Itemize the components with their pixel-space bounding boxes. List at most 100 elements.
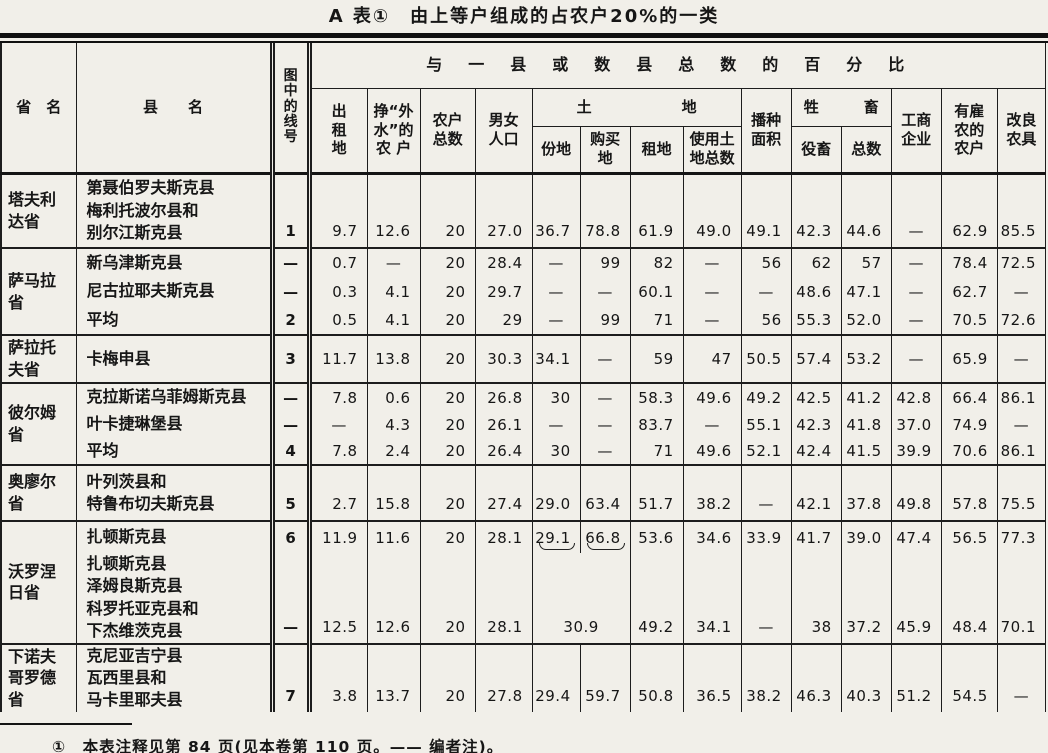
- value-cell: 4.3: [366, 411, 421, 438]
- line-number-cell: —: [269, 382, 312, 411]
- value-cell: 37.8: [840, 464, 892, 521]
- value-cell: —: [579, 411, 631, 438]
- value-cell: —: [740, 277, 792, 306]
- value-cell: 66.4: [940, 382, 998, 411]
- value-cell: 50.8: [629, 642, 684, 712]
- value-cell: 11.9: [308, 520, 368, 553]
- value-cell: 9.7: [308, 171, 368, 248]
- value-cell: 39.9: [890, 438, 942, 465]
- value-cell: 77.3: [996, 520, 1047, 553]
- header-side-income-households: 挣“外 水”的 农 户: [366, 88, 421, 173]
- province-cell: 彼尔姆 省: [0, 382, 77, 465]
- value-cell: 99: [579, 306, 631, 335]
- value-cell: —: [682, 411, 742, 438]
- value-cell: 56.5: [940, 520, 998, 553]
- value-cell: 50.5: [740, 334, 792, 383]
- value-cell: 11.6: [366, 520, 421, 553]
- value-cell: —: [682, 247, 742, 277]
- value-cell: 28.4: [474, 247, 533, 277]
- value-cell: 29: [474, 306, 533, 335]
- province-cell: 下诺夫 哥罗德 省: [0, 642, 77, 712]
- value-cell: 47.1: [840, 277, 892, 306]
- county-cell: 第聂伯罗夫斯克县 梅利托波尔县和 别尔江斯克县: [75, 171, 273, 248]
- value-cell: 15.8: [366, 464, 421, 521]
- value-cell: 60.1: [629, 277, 684, 306]
- value-cell: 49.6: [682, 438, 742, 465]
- line-number-cell: 4: [269, 438, 312, 465]
- value-cell: —: [996, 642, 1047, 712]
- value-cell: 62: [790, 247, 842, 277]
- header-percentage-span: 与一县或数县总数的百分比: [308, 43, 1047, 89]
- county-cell: 尼古拉耶夫斯克县: [75, 277, 273, 306]
- value-cell: 37.0: [890, 411, 942, 438]
- footnote-rule: [0, 722, 132, 725]
- header-province: 省 名: [0, 43, 77, 173]
- county-cell: 平均: [75, 438, 273, 465]
- value-cell: 44.6: [840, 171, 892, 248]
- value-cell: 20: [419, 553, 476, 644]
- value-cell: 42.5: [790, 382, 842, 411]
- value-cell: 47: [682, 334, 742, 383]
- value-cell: 49.0: [682, 171, 742, 248]
- province-cell: 塔夫利 达省: [0, 171, 77, 248]
- value-cell: 2.4: [366, 438, 421, 465]
- value-cell: —: [579, 334, 631, 383]
- value-cell: 99: [579, 247, 631, 277]
- value-cell: 12.6: [366, 553, 421, 644]
- value-cell: 20: [419, 464, 476, 521]
- value-cell: —: [682, 306, 742, 335]
- value-cell: 12.6: [366, 171, 421, 248]
- value-cell: 38: [790, 553, 842, 644]
- value-cell: 0.7: [308, 247, 368, 277]
- value-cell: 83.7: [629, 411, 684, 438]
- value-cell: 57.8: [940, 464, 998, 521]
- value-cell: 75.5: [996, 464, 1047, 521]
- county-cell: 叶列茨县和 特鲁布切夫斯克县: [75, 464, 273, 521]
- value-cell: 20: [419, 411, 476, 438]
- header-total-households: 农户 总数: [419, 88, 476, 173]
- header-county: 县 名: [75, 43, 273, 173]
- header-draft-animals: 役畜: [790, 126, 842, 173]
- value-cell: 59.7: [579, 642, 631, 712]
- header-rented-in-land: 租地: [629, 126, 684, 173]
- value-cell: 0.3: [308, 277, 368, 306]
- value-cell: 42.3: [790, 171, 842, 248]
- value-cell: 27.8: [474, 642, 533, 712]
- value-cell: —: [531, 277, 581, 306]
- value-cell: 55.3: [790, 306, 842, 335]
- value-cell: 20: [419, 306, 476, 335]
- value-cell: 38.2: [740, 642, 792, 712]
- value-cell: 7.8: [308, 382, 368, 411]
- header-rented-out-land: 出 租 地: [308, 88, 368, 173]
- value-cell: 57: [840, 247, 892, 277]
- value-cell: 26.1: [474, 411, 533, 438]
- header-allotment-land: 份地: [531, 126, 581, 173]
- value-cell: 46.3: [790, 642, 842, 712]
- value-cell: 65.9: [940, 334, 998, 383]
- value-cell: 49.8: [890, 464, 942, 521]
- value-cell: 70.5: [940, 306, 998, 335]
- header-livestock-group: 牲 畜: [790, 88, 892, 127]
- value-cell: 3.8: [308, 642, 368, 712]
- value-cell: 72.6: [996, 306, 1047, 335]
- value-cell: 30.3: [474, 334, 533, 383]
- header-hired-labor-households: 有雇 农的 农户: [940, 88, 998, 173]
- value-cell: 40.3: [840, 642, 892, 712]
- value-cell: 70.1: [996, 553, 1047, 644]
- value-cell: —: [740, 464, 792, 521]
- value-cell: 12.5: [308, 553, 368, 644]
- value-cell: 30: [531, 438, 581, 465]
- value-cell: 61.9: [629, 171, 684, 248]
- value-cell: 26.4: [474, 438, 533, 465]
- value-cell: 86.1: [996, 382, 1047, 411]
- header-sown-area: 播种 面积: [740, 88, 792, 173]
- value-cell: 49.1: [740, 171, 792, 248]
- value-cell: 34.1: [531, 334, 581, 383]
- value-cell: 20: [419, 277, 476, 306]
- value-cell: 45.9: [890, 553, 942, 644]
- county-cell: 平均: [75, 306, 273, 335]
- value-cell: 52.1: [740, 438, 792, 465]
- value-cell: 34.6: [682, 520, 742, 553]
- value-cell: 20: [419, 642, 476, 712]
